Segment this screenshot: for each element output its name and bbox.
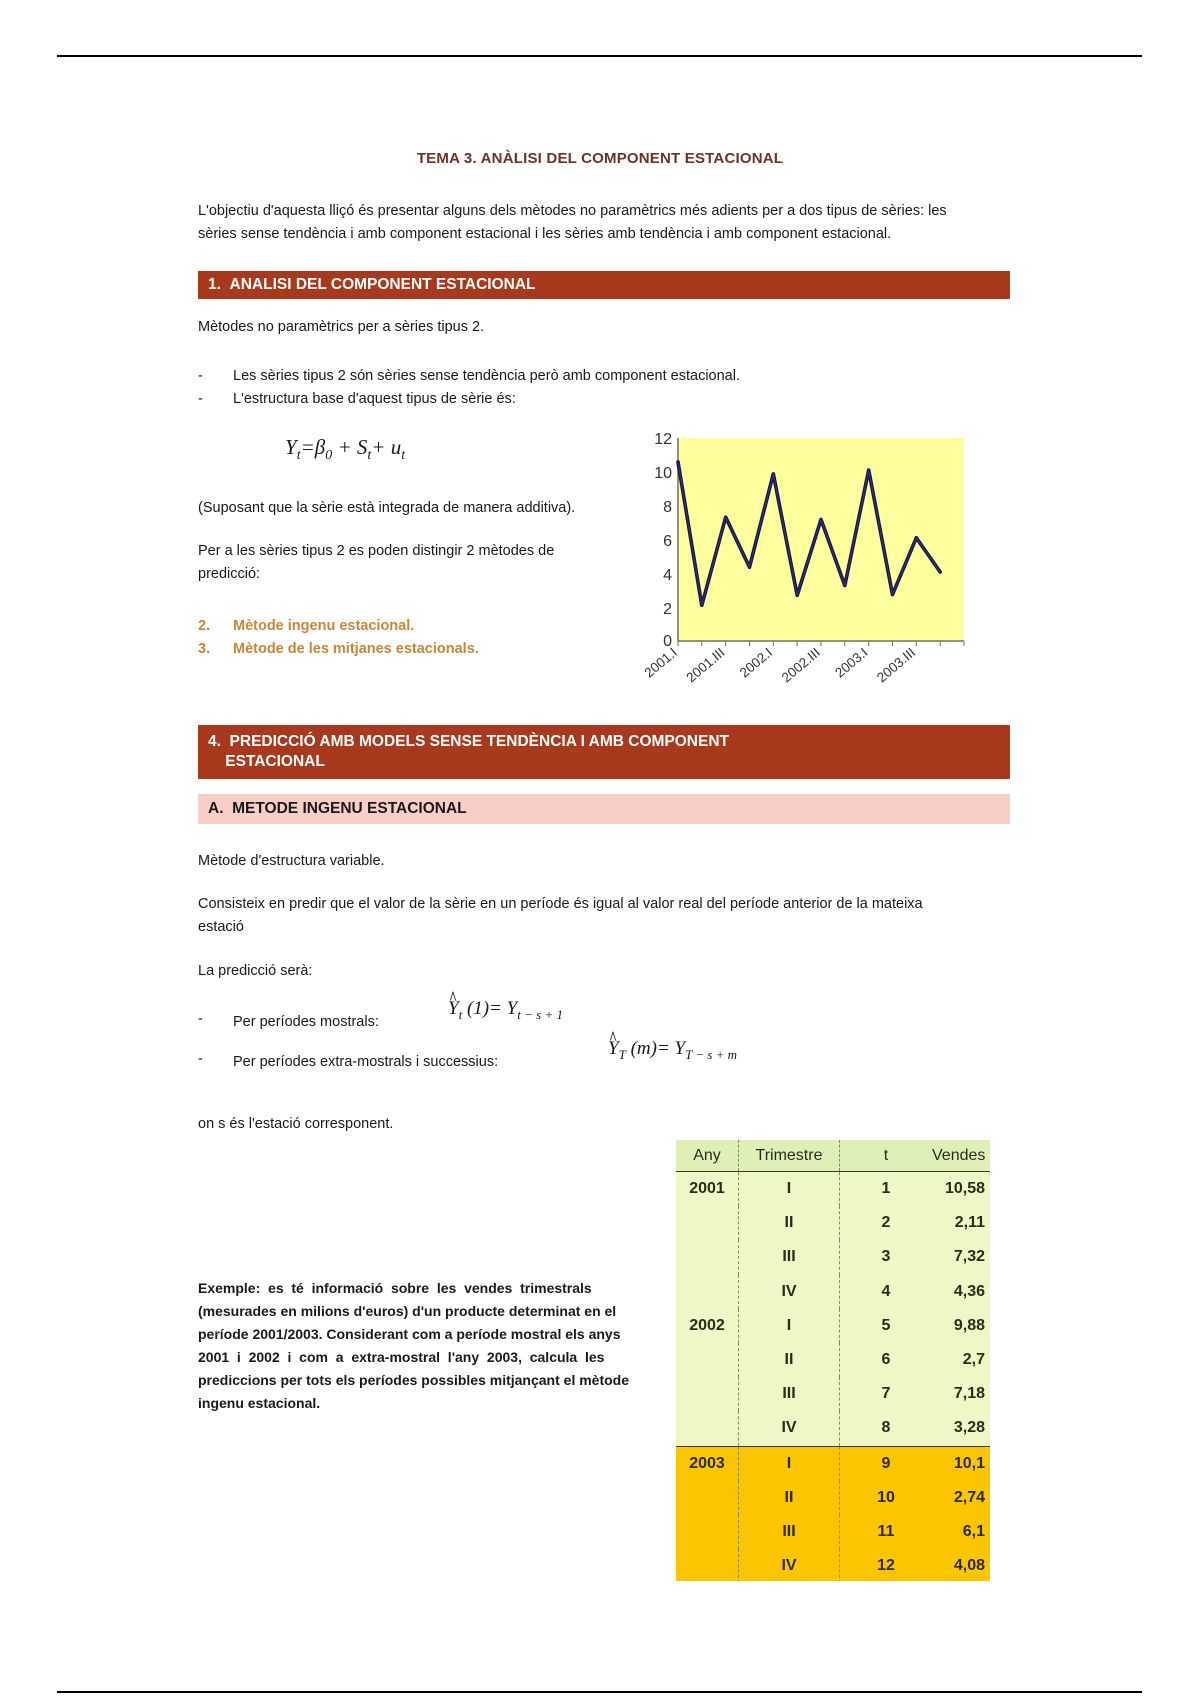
svg-text:10: 10 — [654, 465, 672, 482]
svg-text:2002.III: 2002.III — [779, 645, 823, 685]
svg-text:2003.I: 2003.I — [832, 645, 870, 681]
svg-text:4: 4 — [663, 567, 672, 584]
svg-text:2001.III: 2001.III — [683, 645, 727, 685]
svg-text:6: 6 — [663, 533, 672, 550]
svg-text:12: 12 — [654, 432, 672, 448]
svg-text:2001.I: 2001.I — [645, 645, 680, 681]
svg-text:2: 2 — [663, 601, 672, 618]
svg-text:8: 8 — [663, 499, 672, 516]
svg-text:2002.I: 2002.I — [737, 645, 775, 681]
svg-text:2003.III: 2003.III — [874, 645, 918, 685]
